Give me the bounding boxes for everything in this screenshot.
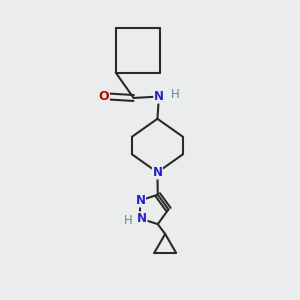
Text: H: H <box>124 214 132 227</box>
Text: H: H <box>171 88 180 100</box>
Text: N: N <box>154 90 164 103</box>
Text: N: N <box>152 166 162 179</box>
Text: N: N <box>137 212 147 225</box>
Text: O: O <box>99 90 109 103</box>
Text: N: N <box>136 194 146 207</box>
